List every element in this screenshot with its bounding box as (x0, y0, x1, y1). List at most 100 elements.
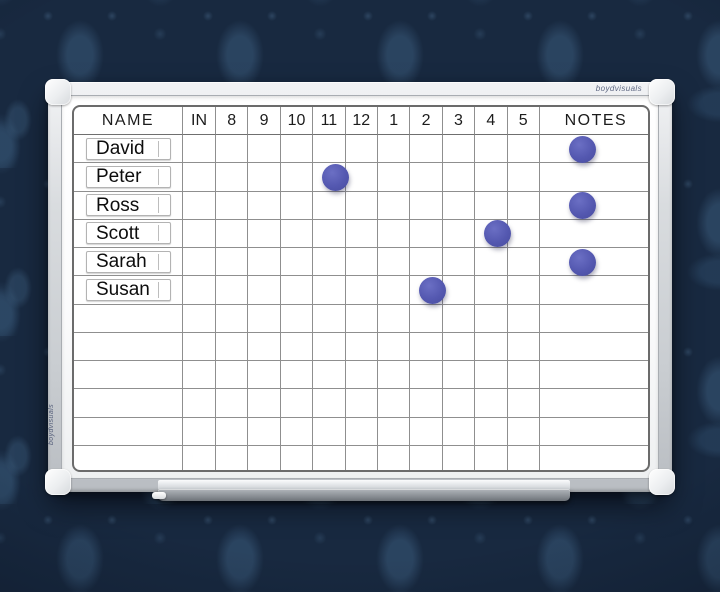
grid-cell (539, 361, 648, 390)
name-tag-slot-line (158, 253, 159, 270)
grid-cell (539, 333, 648, 361)
grid-cell (539, 418, 648, 446)
grid-cell (280, 219, 314, 248)
name-tag-susan[interactable]: Susan (86, 278, 171, 301)
grid-cell (313, 135, 346, 164)
name-tag-david[interactable]: David (86, 137, 171, 160)
grid-cell (442, 417, 476, 446)
grid-cell (216, 276, 249, 305)
grid-cell (442, 248, 476, 277)
grid-cell (313, 445, 346, 470)
column-header-1: 1 (377, 107, 411, 135)
brand-logo-side: boydvisuals (48, 404, 55, 446)
grid-cell (345, 135, 378, 164)
name-tag-scott[interactable]: Scott (86, 222, 171, 245)
name-tag-label: David (96, 138, 145, 160)
grid-cell (313, 417, 346, 446)
name-tag-slot-line (158, 168, 159, 185)
magnet-david-notes[interactable] (568, 135, 596, 163)
grid-cell (475, 332, 508, 361)
name-tag-slot-line (158, 197, 159, 214)
grid-cell (475, 248, 508, 277)
grid-cell (475, 276, 508, 305)
grid-cell (216, 163, 249, 192)
grid-cell (216, 248, 249, 277)
grid-cell (377, 361, 411, 390)
grid-cell (280, 389, 314, 418)
grid-cell (507, 219, 540, 248)
grid-cell (183, 276, 216, 305)
grid-cell (442, 219, 476, 248)
grid-cell (280, 361, 314, 390)
grid-cell (507, 332, 540, 361)
grid-cell (442, 191, 476, 220)
grid-cell (410, 219, 443, 248)
column-header-10: 10 (280, 107, 314, 135)
grid-cell (345, 304, 378, 333)
grid-cell (248, 276, 281, 305)
magnet-peter-11[interactable] (321, 163, 349, 191)
grid-cell (475, 389, 508, 418)
grid-cell (313, 304, 346, 333)
grid-cell (443, 445, 476, 470)
grid-cell: Peter (74, 163, 183, 192)
grid-cell (410, 361, 443, 390)
grid-cell (216, 304, 249, 333)
grid-cell (410, 445, 443, 470)
brand-logo-top: boydvisuals (595, 84, 642, 93)
grid-cell (248, 361, 281, 390)
grid-cell (313, 191, 346, 220)
grid-cell (313, 219, 346, 248)
grid-cell: Ross (74, 191, 183, 220)
grid-cell (539, 389, 648, 418)
column-header-notes: NOTES (539, 107, 648, 135)
grid-cell (74, 304, 183, 333)
grid-cell (410, 389, 443, 418)
grid-cell (540, 446, 648, 470)
grid-cell (216, 417, 249, 446)
grid-cell (183, 163, 216, 192)
grid-cell (248, 248, 281, 277)
grid-cell (442, 163, 476, 192)
grid-cell (248, 417, 281, 446)
grid-cell (216, 191, 249, 220)
grid-cell (346, 445, 378, 470)
grid-cell (248, 191, 281, 220)
magnet-susan-2[interactable] (419, 276, 447, 304)
name-tag-peter[interactable]: Peter (86, 165, 171, 188)
grid-cell (74, 445, 183, 470)
column-header-12: 12 (345, 107, 378, 135)
grid-cell (410, 248, 443, 277)
pen-tray-lip (158, 489, 570, 501)
grid-cell (183, 445, 216, 470)
pen-tray (152, 480, 570, 501)
grid-cell (507, 135, 540, 164)
column-header-4: 4 (475, 107, 508, 135)
grid-cell (507, 191, 540, 220)
magnet-ross-notes[interactable] (568, 192, 596, 220)
name-tag-slot-line (158, 140, 159, 157)
grid-cell (280, 163, 314, 192)
grid-cell (507, 389, 540, 418)
grid-cell (539, 220, 648, 248)
grid-cell (313, 332, 346, 361)
grid-cell (377, 389, 411, 418)
grid-cell (410, 304, 443, 333)
grid-cell (410, 163, 443, 192)
grid-cell (183, 191, 216, 220)
grid-cell (183, 248, 216, 277)
grid-cell (183, 361, 216, 390)
grid-cell (442, 276, 476, 305)
grid-cell (508, 445, 540, 470)
name-tag-ross[interactable]: Ross (86, 194, 171, 217)
grid-cell (74, 332, 183, 361)
grid-cell (539, 276, 648, 305)
board-surface: NAME IN 8 9 10 11 12 1 2 3 4 5 NOTES David Peter Ross Sc… (61, 95, 659, 479)
grid-cell (410, 135, 443, 164)
grid-cell (345, 276, 378, 305)
magnet-sarah-notes[interactable] (568, 248, 596, 276)
name-tag-sarah[interactable]: Sarah (86, 250, 171, 273)
grid-cell (539, 305, 648, 333)
grid-cell (410, 332, 443, 361)
